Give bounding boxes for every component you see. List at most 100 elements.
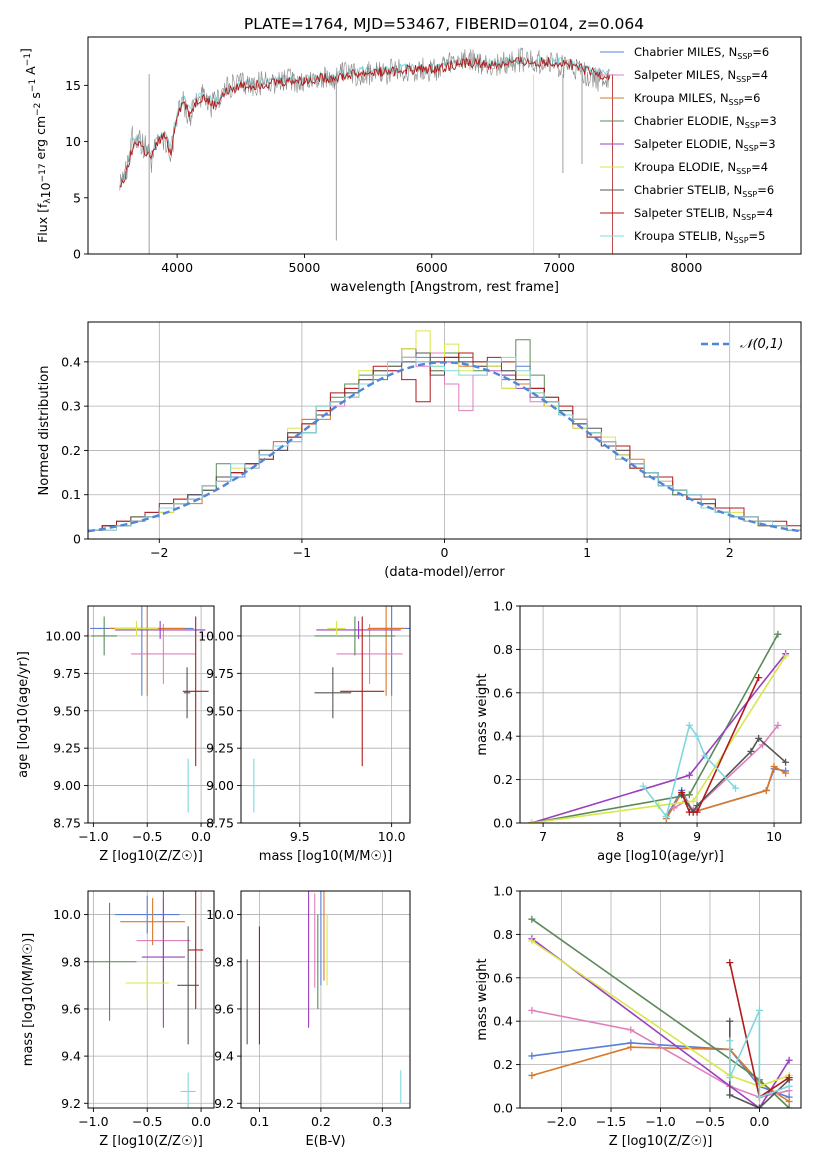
x-tick-label: −0.5 (132, 829, 162, 844)
y-axis-label: Flux [fλ10−17 erg cm−2 s−1 A−1] (18, 48, 53, 243)
y-tick-label: 5 (73, 190, 81, 205)
legend-label: Kroupa ELODIE, NSSP=4 (634, 160, 768, 176)
weight-marker (726, 1037, 734, 1045)
spectrum-panel: 4000 5000 6000 7000 8000 0 5 10 15 wavelength [An… (18, 36, 802, 295)
y-tick-label: 0.2 (61, 443, 81, 458)
x-tick-label: 2 (726, 545, 734, 560)
x-tick-label: 1 (583, 545, 591, 560)
axes-frame (519, 605, 802, 824)
weight-marker (774, 630, 782, 638)
legend-label: Salpeter MILES, NSSP=4 (634, 68, 768, 84)
weight-marker (528, 819, 536, 823)
plot-area (88, 330, 801, 533)
weight-marker (782, 758, 790, 766)
axes-frame (87, 36, 802, 255)
weight-marker (755, 1093, 763, 1101)
x-tick-label: 5000 (289, 260, 321, 275)
x-tick-label: 0.2 (311, 1114, 331, 1129)
x-tick-label: 6000 (416, 260, 448, 275)
y-tick-label: 0.8 (493, 642, 513, 657)
x-tick-label: −1 (293, 545, 311, 560)
axes-frame (240, 890, 411, 1109)
plot-area (246, 891, 402, 1104)
legend-label: Kroupa MILES, NSSP=6 (634, 91, 760, 107)
x-tick-label: −0.5 (132, 1114, 162, 1129)
y-tick-label: 1.0 (493, 599, 513, 614)
y-tick-label: 9.6 (214, 1001, 234, 1016)
y-tick-label: 0.6 (493, 970, 513, 985)
weight-marker (627, 1043, 635, 1051)
weight-marker (528, 1006, 536, 1014)
x-tick-label: −2 (150, 545, 168, 560)
legend-label: Salpeter ELODIE, NSSP=3 (634, 137, 776, 153)
spectrum-line-salpeter-stelib (119, 56, 611, 188)
x-axis-label: Z [log10(Z/Z☉)] (99, 1134, 203, 1149)
figure-title: PLATE=1764, MJD=53467, FIBERID=0104, z=0… (244, 15, 644, 33)
x-tick-label: 10 (766, 829, 782, 844)
y-tick-label: 0.2 (493, 772, 513, 787)
spectrum-line-data (119, 47, 610, 191)
x-tick-label: 8000 (671, 260, 703, 275)
x-tick-label: 9 (693, 829, 701, 844)
weight-marker (755, 674, 763, 682)
weight-marker (762, 786, 770, 794)
y-tick-label: 9.2 (61, 1096, 81, 1111)
weight-marker (755, 734, 763, 742)
weight-marker (685, 808, 693, 816)
legend-label: 𝒩(0,1) (740, 337, 783, 352)
legend-label: Salpeter STELIB, NSSP=4 (634, 206, 773, 222)
weight-marker (639, 782, 647, 790)
weight-marker (785, 1104, 793, 1108)
weight-line-salpeter-elodie (531, 938, 790, 1108)
x-tick-label: −1.0 (78, 829, 108, 844)
x-tick-label: 0.0 (191, 1114, 211, 1129)
weight-marker (755, 1006, 763, 1014)
weight-marker (693, 732, 701, 740)
y-tick-label: 8.75 (53, 816, 81, 831)
y-tick-label: 9.25 (53, 741, 81, 756)
axes-frame (240, 605, 411, 824)
y-axis-label: mass [log10(M/M☉)] (21, 933, 36, 1066)
y-tick-label: 9.4 (214, 1049, 234, 1064)
x-axis-label: wavelength [Angstrom, rest frame] (330, 280, 559, 295)
legend-label: Chabrier STELIB, NSSP=6 (634, 183, 774, 199)
weight-marker (689, 797, 697, 805)
y-tick-label: 0.0 (493, 816, 513, 831)
legend-label: Kroupa STELIB, NSSP=5 (634, 229, 765, 245)
y-tick-label: 9.4 (61, 1049, 81, 1064)
x-tick-label: 7 (539, 829, 547, 844)
y-tick-label: 1.0 (493, 884, 513, 899)
x-tick-label: 9.5 (290, 829, 310, 844)
weight-line-kroupa-elodie (531, 655, 787, 823)
x-tick-label: 7000 (543, 260, 575, 275)
x-tick-label: 0.1 (249, 1114, 269, 1129)
y-tick-label: 9.50 (206, 703, 234, 718)
weight-marker (770, 763, 778, 771)
weight-marker (785, 1074, 793, 1082)
y-tick-label: 10.00 (45, 628, 81, 643)
y-tick-label: 9.75 (206, 666, 234, 681)
x-tick-label: −2.0 (546, 1114, 576, 1129)
weight-marker (782, 652, 790, 660)
y-tick-label: 0.0 (493, 1101, 513, 1116)
weight-line-kroupa-elodie (531, 940, 790, 1088)
x-tick-label: 0.0 (191, 829, 211, 844)
weight-marker (732, 784, 740, 792)
weight-marker (685, 771, 693, 779)
residuals-panel: −2 −1 0 1 2 0 0.1 0.2 0.3 0.4 (data-model)/error No… (37, 321, 802, 580)
x-axis-label: E(B-V) (305, 1134, 345, 1149)
weight-marker (755, 1104, 763, 1108)
weight-line-kroupa-stelib (642, 723, 737, 819)
y-tick-label: 0.4 (493, 1014, 513, 1029)
x-tick-label: 0.0 (749, 1114, 769, 1129)
y-tick-label: 10.00 (198, 628, 234, 643)
weight-line-chabrier-elodie (531, 633, 779, 823)
plot-area (90, 606, 209, 813)
weight-vs-metallicity-panel: −2.0 −1.5 −1.0 −0.5 0.0 0.0 0.2 0.4 0.6 0.8 1.0 Z [… (475, 884, 802, 1149)
weight-line-salpeter-stelib (680, 677, 760, 813)
y-tick-label: 9.8 (214, 954, 234, 969)
plot-area (528, 915, 793, 1108)
y-tick-label: 9.6 (61, 1001, 81, 1016)
y-tick-label: 0.3 (61, 399, 81, 414)
